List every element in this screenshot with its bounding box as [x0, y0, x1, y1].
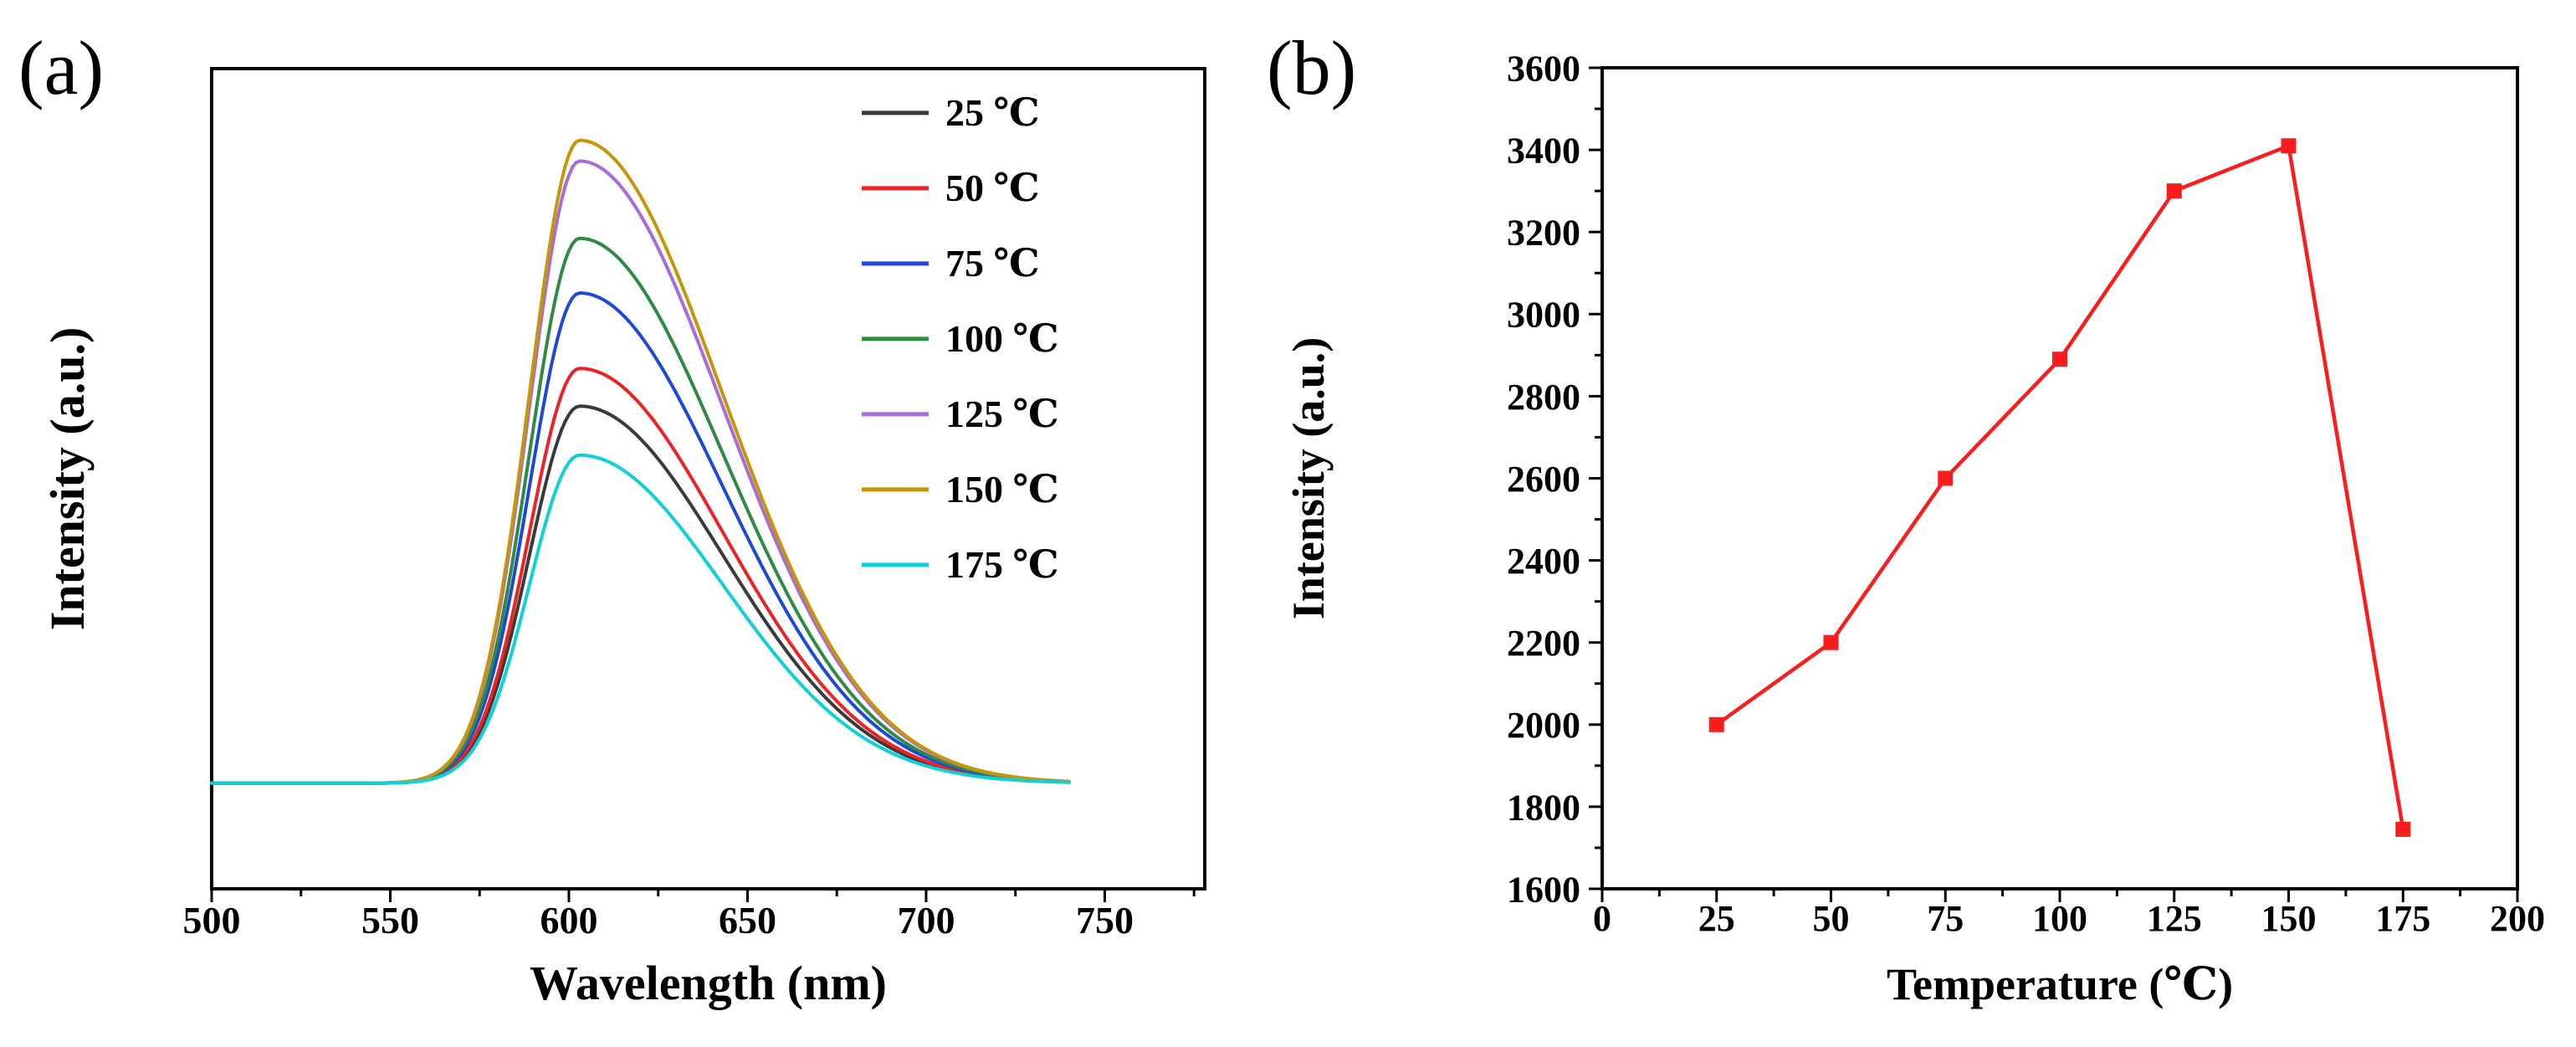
y-tick-label: 2800: [1507, 377, 1580, 418]
panel-a-emission-spectra: (a) 500 550 600 650 700 750 Wavelength (nm) Inte…: [0, 0, 1255, 1047]
axes-box: [210, 67, 1206, 890]
y-axis-label: Intensity (a.u.): [40, 327, 95, 631]
series-line-4: [210, 159, 1071, 785]
panel-label: (a): [18, 25, 104, 110]
data-point-marker: [2395, 821, 2411, 837]
y-tick-label: 3400: [1507, 131, 1580, 172]
y-tick-label: 2600: [1507, 459, 1580, 500]
y-tick-label: 2200: [1507, 623, 1580, 664]
y-tick-label: 3200: [1507, 213, 1580, 254]
y-axis-label: Intensity (a.u.): [1283, 337, 1334, 620]
chart-b: (b) 0 25 50 75 100 125 150 175 200 1600 1800 2000 220…: [1267, 25, 2545, 1009]
legend-label: 125 ℃: [945, 393, 1059, 435]
data-point-marker: [2052, 352, 2067, 367]
legend-label: 25 ℃: [945, 91, 1040, 134]
legend-label: 75 ℃: [945, 242, 1040, 285]
data-point-marker: [2281, 138, 2297, 154]
x-tick-label: 200: [2490, 898, 2545, 939]
axes-box: [1600, 66, 2519, 890]
data-point-marker: [1938, 470, 1954, 486]
series-line-0: [210, 404, 1071, 785]
x-axis-label: Wavelength (nm): [530, 956, 887, 1010]
x-tick-label: 0: [1593, 898, 1611, 939]
series-line-5: [210, 138, 1071, 785]
x-tick-label: 150: [2261, 898, 2317, 939]
x-tick-label: 650: [719, 899, 776, 942]
chart-a: (a) 500 550 600 650 700 750 Wavelength (nm) Inte…: [18, 25, 1206, 1010]
series-line-3: [210, 236, 1071, 785]
x-tick-label: 600: [540, 899, 597, 942]
x-tick-label: 175: [2375, 898, 2430, 939]
data-point-marker: [1823, 634, 1839, 650]
series-line-6: [210, 453, 1071, 785]
legend-label: 150 ℃: [945, 468, 1059, 511]
x-tick-label: 500: [183, 899, 241, 942]
legend-label: 175 ℃: [945, 543, 1059, 586]
x-tick-label: 750: [1076, 899, 1134, 942]
y-tick-label: 2400: [1507, 541, 1580, 582]
series-line-2: [210, 291, 1071, 785]
y-tick-label: 3600: [1507, 48, 1580, 89]
legend-label: 100 ℃: [945, 317, 1059, 360]
x-tick-label: 125: [2147, 898, 2202, 939]
y-tick-label: 2000: [1507, 705, 1580, 746]
y-tick-label: 3000: [1507, 295, 1580, 336]
series-line-1: [210, 367, 1071, 785]
data-point-marker: [2166, 183, 2182, 199]
y-tick-label: 1800: [1507, 787, 1580, 828]
x-tick-label: 700: [897, 899, 955, 942]
x-tick-label: 100: [2032, 898, 2087, 939]
x-tick-label: 50: [1813, 898, 1850, 939]
panel-b-intensity-vs-temperature: (b) 0 25 50 75 100 125 150 175 200 1600 1800 2000 220…: [1255, 0, 2576, 1047]
x-tick-label: 25: [1698, 898, 1735, 939]
data-point-marker: [1708, 716, 1724, 732]
x-tick-label: 75: [1927, 898, 1964, 939]
series-line-0: [1714, 143, 2405, 832]
y-tick-label: 1600: [1507, 869, 1580, 910]
x-axis-label: Temperature (℃): [1887, 959, 2233, 1009]
legend-label: 50 ℃: [945, 167, 1040, 209]
panel-label: (b): [1267, 25, 1356, 110]
x-tick-label: 550: [361, 899, 419, 942]
